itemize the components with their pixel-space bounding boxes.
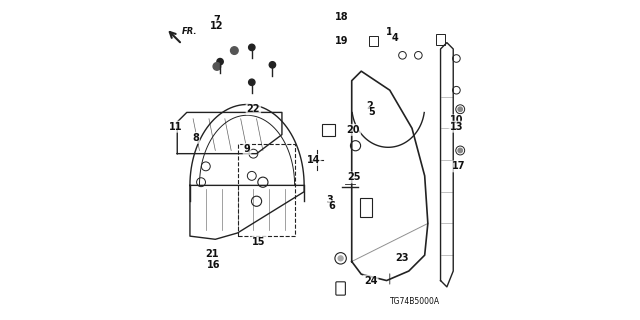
Text: TG74B5000A: TG74B5000A — [390, 297, 440, 306]
Text: FR.: FR. — [182, 27, 198, 36]
Text: 23: 23 — [396, 253, 409, 263]
Text: 8: 8 — [192, 133, 199, 143]
Text: 24: 24 — [364, 276, 378, 285]
Text: 3: 3 — [326, 195, 333, 205]
Bar — [436, 34, 445, 44]
Text: 14: 14 — [307, 155, 321, 165]
Circle shape — [337, 255, 344, 261]
Text: 9: 9 — [244, 144, 250, 154]
Circle shape — [248, 79, 255, 85]
Text: 13: 13 — [450, 122, 463, 132]
Text: 18: 18 — [335, 12, 349, 22]
Text: 11: 11 — [169, 122, 182, 132]
Text: 6: 6 — [329, 201, 335, 211]
Text: 19: 19 — [335, 36, 348, 46]
Text: 20: 20 — [346, 125, 360, 135]
Text: 7: 7 — [214, 15, 220, 25]
Circle shape — [248, 44, 255, 51]
Circle shape — [269, 62, 276, 68]
Text: 17: 17 — [452, 161, 466, 171]
Text: 25: 25 — [347, 172, 360, 182]
Text: 10: 10 — [450, 115, 463, 125]
Text: 16: 16 — [207, 260, 221, 270]
Bar — [369, 36, 378, 46]
Text: 1: 1 — [387, 27, 393, 36]
Circle shape — [213, 63, 221, 70]
Circle shape — [458, 148, 463, 153]
Bar — [237, 144, 294, 236]
Text: 22: 22 — [246, 104, 260, 114]
Circle shape — [217, 59, 223, 65]
Text: 2: 2 — [366, 101, 372, 111]
Text: 5: 5 — [368, 108, 375, 117]
Text: 12: 12 — [210, 21, 223, 31]
Bar — [360, 198, 372, 217]
Text: 4: 4 — [392, 33, 399, 43]
Circle shape — [230, 47, 238, 54]
Text: 15: 15 — [252, 237, 266, 247]
Circle shape — [458, 107, 463, 111]
Text: 21: 21 — [205, 249, 219, 259]
